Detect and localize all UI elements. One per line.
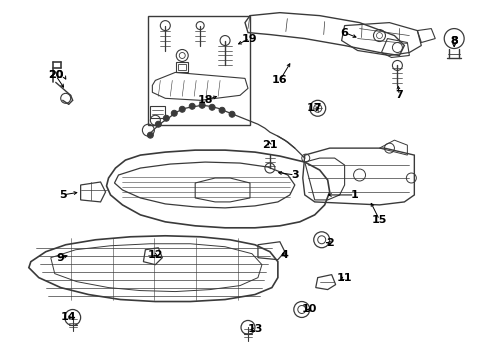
Text: 2: 2 <box>326 238 334 248</box>
Circle shape <box>229 111 235 117</box>
Text: 11: 11 <box>337 273 352 283</box>
Text: 4: 4 <box>281 250 289 260</box>
Text: 17: 17 <box>307 103 322 113</box>
Text: 9: 9 <box>57 253 65 263</box>
Text: 8: 8 <box>450 36 458 46</box>
Text: 5: 5 <box>59 190 67 200</box>
Circle shape <box>189 103 195 109</box>
Text: 6: 6 <box>341 28 348 37</box>
Text: 19: 19 <box>242 33 258 44</box>
Text: 8: 8 <box>450 36 458 46</box>
Text: 15: 15 <box>372 215 387 225</box>
Circle shape <box>172 110 177 116</box>
Text: 1: 1 <box>351 190 359 200</box>
Circle shape <box>209 104 215 110</box>
Text: 3: 3 <box>291 170 298 180</box>
Text: 7: 7 <box>395 90 403 100</box>
Text: 12: 12 <box>147 250 163 260</box>
Circle shape <box>199 102 205 108</box>
Circle shape <box>147 132 153 138</box>
Text: 21: 21 <box>262 140 278 150</box>
Circle shape <box>155 121 161 127</box>
Text: 14: 14 <box>61 312 76 323</box>
Text: 16: 16 <box>272 75 288 85</box>
Circle shape <box>163 115 169 121</box>
Text: 10: 10 <box>302 305 318 315</box>
Text: 13: 13 <box>247 324 263 334</box>
Text: 20: 20 <box>48 71 63 80</box>
Text: 20: 20 <box>48 71 63 80</box>
Text: 18: 18 <box>197 95 213 105</box>
Circle shape <box>219 107 225 113</box>
Circle shape <box>179 106 185 112</box>
